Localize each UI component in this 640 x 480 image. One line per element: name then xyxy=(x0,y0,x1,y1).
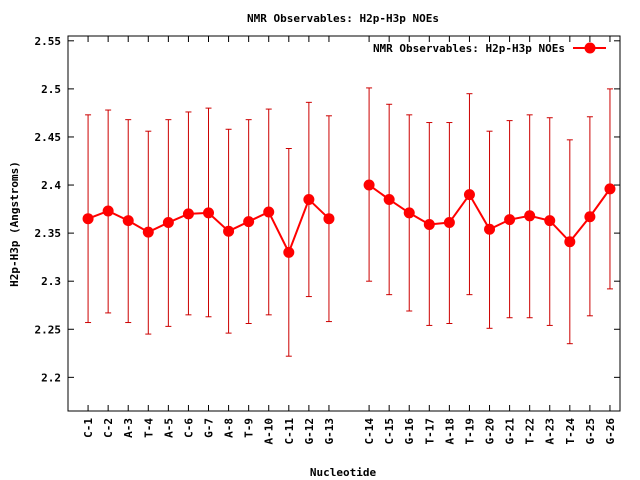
x-tick-label: G-13 xyxy=(323,418,336,445)
x-tick-label: C-1 xyxy=(82,418,95,438)
x-tick-label: T-9 xyxy=(243,418,256,438)
data-point xyxy=(283,246,295,258)
chart-title: NMR Observables: H2p-H3p NOEs xyxy=(247,12,439,25)
data-point xyxy=(323,213,335,225)
x-tick-label: A-18 xyxy=(443,418,456,445)
legend-label: NMR Observables: H2p-H3p NOEs xyxy=(373,42,565,55)
legend: NMR Observables: H2p-H3p NOEs xyxy=(373,42,606,55)
x-tick-label: T-4 xyxy=(142,418,155,438)
x-tick-label: G-25 xyxy=(584,418,597,445)
data-point xyxy=(162,217,174,229)
y-axis: 2.2 2.25 2.3 2.35 2.4 2.45 2.5 2.55 xyxy=(35,35,620,384)
data-point xyxy=(544,215,556,227)
x-tick-label: C-14 xyxy=(363,418,376,445)
x-tick-label: T-19 xyxy=(463,418,476,445)
x-tick-label: A-3 xyxy=(122,418,135,438)
x-tick-label: C-2 xyxy=(102,418,115,438)
data-point xyxy=(504,214,516,226)
data-point xyxy=(463,189,475,201)
y-axis-label: H2p-H3p (Angstroms) xyxy=(8,161,21,287)
data-point xyxy=(243,216,255,228)
legend-marker xyxy=(584,42,596,54)
y-tick-label: 2.4 xyxy=(41,179,61,192)
data-point xyxy=(263,206,275,218)
y-tick-label: 2.2 xyxy=(41,371,61,384)
x-axis: C-1 C-2 A-3 T-4 A-5 C-6 G-7 A-8 T-9 A-10 C-11 G-12 G… xyxy=(82,36,617,445)
x-tick-label: G-12 xyxy=(303,418,316,445)
data-point xyxy=(484,223,496,235)
data-point xyxy=(82,213,94,225)
y-tick-label: 2.3 xyxy=(41,275,61,288)
data-point xyxy=(142,226,154,238)
data-point xyxy=(203,207,215,219)
x-axis-label: Nucleotide xyxy=(310,466,377,479)
x-tick-label: C-6 xyxy=(182,418,195,438)
x-tick-label: G-21 xyxy=(504,418,517,445)
data-point xyxy=(564,236,576,248)
data-point xyxy=(182,208,194,220)
y-tick-label: 2.55 xyxy=(35,35,62,48)
y-tick-label: 2.5 xyxy=(41,83,61,96)
x-tick-label: G-26 xyxy=(604,418,617,445)
x-tick-label: G-20 xyxy=(484,418,497,445)
series-points xyxy=(82,179,616,258)
x-tick-label: G-16 xyxy=(403,418,416,445)
x-tick-label: T-22 xyxy=(524,418,537,445)
x-tick-label: C-11 xyxy=(283,418,296,445)
plot-frame xyxy=(67,35,621,412)
x-tick-label: C-15 xyxy=(383,418,396,445)
data-point xyxy=(423,218,435,230)
x-tick-label: T-17 xyxy=(423,418,436,445)
data-point xyxy=(524,210,536,222)
data-point xyxy=(383,193,395,205)
data-point xyxy=(584,211,596,223)
data-point xyxy=(223,225,235,237)
y-tick-label: 2.45 xyxy=(35,131,62,144)
y-tick-label: 2.35 xyxy=(35,227,62,240)
data-point xyxy=(303,193,315,205)
x-tick-label: G-7 xyxy=(203,418,216,438)
y-tick-label: 2.25 xyxy=(35,323,62,336)
data-point xyxy=(403,207,415,219)
x-tick-label: T-24 xyxy=(564,418,577,445)
x-tick-label: A-8 xyxy=(223,418,236,438)
x-tick-label: A-10 xyxy=(263,418,276,445)
x-tick-label: A-5 xyxy=(162,418,175,438)
data-point xyxy=(363,179,375,191)
x-tick-label: A-23 xyxy=(544,418,557,445)
data-point xyxy=(443,217,455,229)
data-point xyxy=(122,215,134,227)
data-point xyxy=(102,205,114,217)
data-point xyxy=(604,183,616,195)
